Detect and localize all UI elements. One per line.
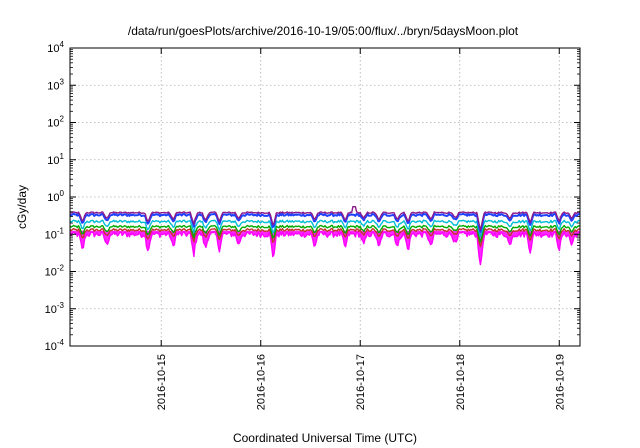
series-line <box>69 230 581 266</box>
series-line <box>69 219 581 238</box>
y-tick-label: 10-1 <box>45 226 65 241</box>
y-tick-label: 10-4 <box>45 338 65 353</box>
y-tick-label: 104 <box>47 40 64 55</box>
y-tick-label: 101 <box>47 152 64 167</box>
grid <box>70 48 580 346</box>
x-tick-label: 2016-10-15 <box>156 354 168 410</box>
y-tick-label: 10-2 <box>45 264 65 279</box>
y-axis-label: cGy/day <box>15 185 29 229</box>
x-axis: 2016-10-15 2016-10-16 2016-10-17 2016-10-18… <box>156 48 566 410</box>
x-tick-label: 2016-10-16 <box>256 354 268 410</box>
series-group <box>69 206 581 266</box>
y-tick-label: 100 <box>47 189 64 204</box>
x-tick-label: 2016-10-17 <box>355 354 367 410</box>
series-line <box>69 227 581 248</box>
y-axis: 10-4 10-3 10-2 10-1 100 101 102 103 104 <box>45 40 580 353</box>
y-tick-label: 103 <box>47 77 64 92</box>
chart-title: /data/run/goesPlots/archive/2016-10-19/0… <box>128 24 519 38</box>
series-line <box>69 224 581 243</box>
y-tick-label: 102 <box>47 115 64 130</box>
series-line <box>69 212 581 233</box>
x-tick-label: 2016-10-18 <box>455 354 467 410</box>
series-line <box>69 206 581 231</box>
x-axis-label: Coordinated Universal Time (UTC) <box>233 431 417 445</box>
y-tick-label: 10-3 <box>45 301 65 316</box>
x-tick-label: 2016-10-19 <box>554 354 566 410</box>
